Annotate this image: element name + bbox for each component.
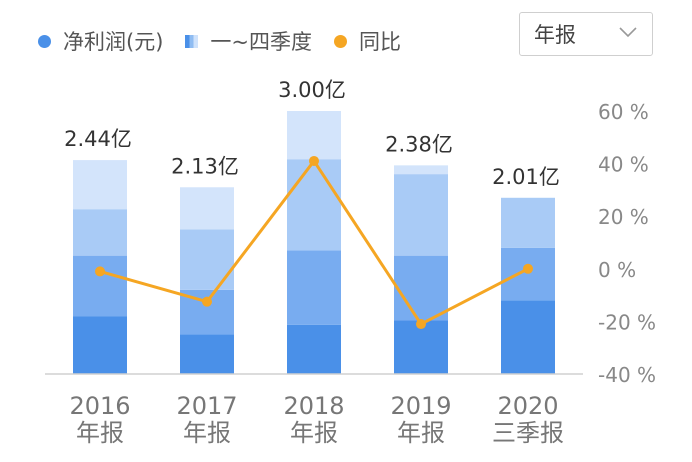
bar-segment-q4[interactable]	[180, 187, 234, 230]
y-tick-label-layer: 60 % 40 % 20 % 0 % -20 % -40 %	[598, 100, 656, 387]
bar-segment-q4[interactable]	[73, 160, 127, 210]
y-tick-label: -20 %	[598, 310, 656, 334]
x-tick-label: 2019 年报	[390, 392, 451, 447]
y-tick-label: 0 %	[598, 258, 636, 282]
y-tick-label: 40 %	[598, 153, 649, 177]
net-profit-legend-dot	[38, 34, 51, 48]
y-tick-label: -40 %	[598, 363, 656, 387]
legend-net-profit[interactable]: 净利润(元)	[38, 26, 163, 56]
bar-segment-q2[interactable]	[394, 255, 448, 321]
x-tick-label: 2017 年报	[176, 392, 237, 447]
legend-net-profit-label: 净利润(元)	[63, 30, 164, 54]
x-tick-label: 2018 年报	[283, 392, 344, 447]
bar-segment-q3[interactable]	[180, 229, 234, 290]
yoy-point[interactable]	[416, 319, 426, 330]
bar-segment-q2[interactable]	[73, 255, 127, 317]
yoy-legend-dot	[334, 34, 347, 48]
bar-segment-q4[interactable]	[287, 111, 341, 160]
bar-segment-q3[interactable]	[287, 159, 341, 251]
y-tick-label: 20 %	[598, 205, 649, 229]
bar-value-label: 2.13亿	[171, 154, 239, 178]
y-tick-label: 60 %	[598, 100, 649, 124]
x-tick-label-layer: 2016 年报 2017 年报 2018 年报 2019 年报 2020 三季报	[69, 392, 564, 447]
chart-legend: 净利润(元) 一~四季度 同比	[38, 26, 423, 56]
bar-segment-q2[interactable]	[287, 250, 341, 325]
yoy-point[interactable]	[309, 155, 319, 166]
yoy-point[interactable]	[202, 296, 212, 307]
x-tick-label: 2020 三季报	[492, 392, 564, 447]
legend-quarters[interactable]: 一~四季度	[185, 26, 312, 56]
legend-yoy[interactable]: 同比	[334, 26, 401, 56]
period-select[interactable]: 年报	[519, 12, 653, 56]
bar-segment-q3[interactable]	[73, 209, 127, 256]
period-select-value: 年报	[534, 23, 576, 47]
bar-layer	[73, 111, 555, 374]
bar-segment-q4[interactable]	[394, 165, 448, 175]
bar-segment-q3[interactable]	[501, 197, 555, 248]
bar-segment-q3[interactable]	[394, 174, 448, 256]
value-label-layer: 2.44亿 2.13亿 3.00亿 2.38亿 2.01亿	[64, 78, 560, 189]
bar-value-label: 2.44亿	[64, 127, 132, 151]
bar-segment-q1[interactable]	[73, 316, 127, 374]
legend-yoy-label: 同比	[359, 30, 401, 54]
bar-value-label: 2.38亿	[385, 132, 453, 156]
bar-segment-q1[interactable]	[501, 300, 555, 374]
yoy-point[interactable]	[95, 266, 105, 277]
x-tick-label: 2016 年报	[69, 392, 130, 447]
bar-value-label: 3.00亿	[278, 78, 346, 102]
legend-quarters-label: 一~四季度	[210, 30, 312, 54]
yoy-line-layer	[95, 155, 533, 330]
bar-segment-q1[interactable]	[180, 334, 234, 374]
bar-segment-q1[interactable]	[394, 320, 448, 374]
bar-segment-q1[interactable]	[287, 324, 341, 374]
yoy-point[interactable]	[523, 263, 533, 274]
chevron-down-icon	[619, 27, 637, 38]
bar-value-label: 2.01亿	[492, 165, 560, 189]
quarters-legend-swatch	[185, 34, 199, 48]
bar-segment-q2[interactable]	[501, 247, 555, 301]
